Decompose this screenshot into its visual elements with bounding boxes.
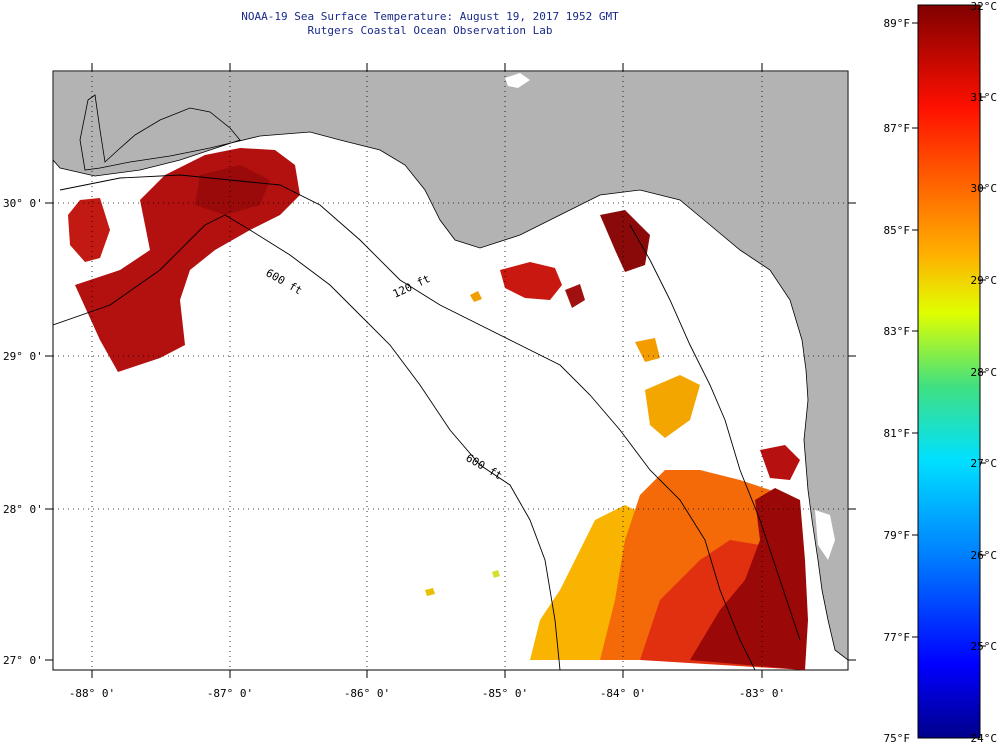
lon-label: -86° 0' (344, 687, 390, 700)
lat-label: 30° 0' (3, 197, 43, 210)
lon-label: -84° 0' (600, 687, 646, 700)
colorbar-c-label: 32°C (971, 0, 998, 13)
sst-patch (600, 210, 650, 272)
colorbar-f-label: 83°F (884, 325, 911, 338)
lon-label: -88° 0' (69, 687, 115, 700)
sst-patch (470, 291, 482, 302)
lat-label: 27° 0' (3, 654, 43, 667)
sst-patch (195, 165, 270, 215)
lon-label: -83° 0' (739, 687, 785, 700)
sst-patch (500, 262, 562, 300)
isobath-contour (59, 174, 756, 670)
colorbar-c-label: 28°C (971, 366, 998, 379)
map-title: NOAA-19 Sea Surface Temperature: August … (241, 10, 619, 23)
sst-patch (492, 570, 500, 578)
colorbar-c-label: 25°C (971, 640, 998, 653)
sst-patch (760, 445, 800, 480)
lat-label: 29° 0' (3, 350, 43, 363)
colorbar-f-label: 79°F (884, 529, 911, 542)
lon-label: -87° 0' (207, 687, 253, 700)
colorbar-f-label: 85°F (884, 224, 911, 237)
colorbar (917, 4, 981, 739)
isobath-contour (53, 214, 561, 670)
colorbar-f-label: 87°F (884, 122, 911, 135)
land-nodata (815, 510, 835, 560)
colorbar-c-label: 26°C (971, 549, 998, 562)
lon-label: -85° 0' (482, 687, 528, 700)
colorbar-f-label: 81°F (884, 427, 911, 440)
lat-label: 28° 0' (3, 503, 43, 516)
colorbar-c-label: 24°C (971, 732, 998, 745)
colorbar-ticks (912, 22, 986, 647)
sst-patch (690, 488, 808, 670)
colorbar-c-label: 29°C (971, 274, 998, 287)
land-nodata (505, 73, 530, 88)
map-subtitle: Rutgers Coastal Ocean Observation Lab (307, 24, 553, 37)
isobath-contour (629, 224, 801, 641)
sst-patch (425, 588, 435, 596)
colorbar-c-label: 31°C (971, 91, 998, 104)
colorbar-f-label: 89°F (884, 17, 911, 30)
colorbar-c-label: 27°C (971, 457, 998, 470)
land-mass (53, 71, 848, 661)
sst-patch (68, 198, 110, 262)
sst-patch (645, 375, 700, 438)
colorbar-f-label: 77°F (884, 631, 911, 644)
colorbar-f-label: 75°F (884, 732, 911, 745)
sst-patch (565, 284, 585, 308)
axis-ticks (45, 63, 856, 678)
colorbar-c-label: 30°C (971, 182, 998, 195)
